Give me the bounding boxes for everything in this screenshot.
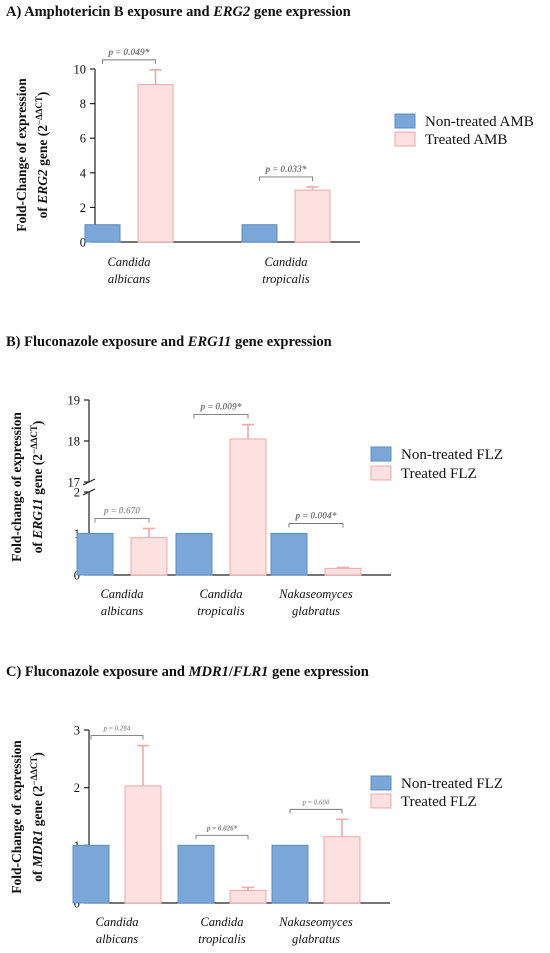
panel-c-title-sep: /	[228, 664, 233, 680]
panel-a-category-label: Candida	[264, 255, 307, 269]
panel-c-title-gene1: MDR1	[188, 664, 229, 680]
panel-b-bar	[229, 438, 267, 576]
panel-c-category-label: glabratus	[292, 932, 340, 946]
panel-c-y-tick-label: 0	[74, 897, 80, 911]
panel-b-title-suffix: gene expression	[231, 334, 332, 350]
panel-b-bar	[130, 537, 168, 576]
panel-a-pvalue-bracket	[102, 59, 156, 64]
panel-a-y-axis-label-line1: Fold-Change of expression	[14, 78, 29, 232]
panel-b-y-tick-label: 19	[68, 394, 81, 408]
panel-a-legend-label: Non-treated AMB	[425, 114, 534, 130]
panel-c-category-label: albicans	[96, 932, 138, 946]
panel-b-category-label: Candida	[199, 587, 242, 601]
panel-b-category-label: Nakaseomyces	[278, 587, 353, 601]
panel-b-legend-label: Non-treated FLZ	[401, 447, 503, 463]
panel-a-y-tick-label: 6	[80, 132, 86, 146]
panel-b-legend-swatch	[370, 465, 392, 481]
panel-b-axis-break-mark	[82, 488, 96, 496]
panel-c-bar	[124, 785, 162, 904]
panel-a-pvalue-label: p = 0.049*	[107, 47, 149, 58]
panel-b-pvalue-bracket	[288, 523, 344, 528]
panel-b-y-tick-label: 17	[68, 476, 81, 490]
panel-c-bar	[72, 844, 110, 904]
panel-a-y-axis-label-line2: of ERG2 gene (2−ΔΔCT)	[34, 92, 50, 219]
panel-a-bar	[241, 224, 278, 243]
panel-c-category-label: Candida	[95, 915, 138, 929]
panel-b-y-axis-label-line2: of ERG11 gene (2−ΔΔCT)	[29, 421, 45, 554]
panel-a-legend-swatch	[394, 131, 416, 147]
panel-a-pvalue-bracket	[259, 176, 313, 181]
panel-c-pvalue-label: p = 0.026*	[206, 824, 238, 832]
panel-c-pvalue-bracket	[90, 735, 144, 740]
panel-c-bar	[177, 844, 215, 904]
panel-a-y-tick-label: 0	[80, 236, 86, 250]
panel-b-bar	[175, 533, 213, 576]
panel-c-title-prefix: C) Fluconazole exposure and	[6, 664, 189, 680]
panel-b-pvalue-label: p = 0.009*	[199, 402, 241, 413]
panel-b-bar	[324, 567, 362, 576]
panel-c-title-gene2: FLR1	[232, 664, 269, 680]
panel-c-pvalue-bracket	[289, 808, 343, 814]
panel-b-legend-label: Treated FLZ	[401, 466, 477, 482]
panel-c-bar	[271, 844, 309, 904]
panel-a-category-label: Candida	[107, 255, 150, 269]
panel-b-y-tick-label: 18	[68, 435, 81, 449]
panel-a-title-gene: ERG2	[213, 4, 251, 20]
panel-c-bar	[229, 889, 267, 904]
panel-c-pvalue-label: p = 0.600	[302, 798, 330, 806]
panel-b-title: B) Fluconazole exposure and ERG11 gene e…	[6, 334, 332, 351]
panel-c-legend-label: Treated FLZ	[401, 794, 477, 810]
panel-a-pvalue-label: p = 0.033*	[264, 164, 306, 175]
panel-a-title-suffix: gene expression	[250, 4, 351, 20]
panel-a-y-tick-label: 2	[80, 201, 86, 215]
panel-a-legend-swatch	[394, 113, 416, 129]
panel-b-pvalue-bracket	[94, 518, 150, 523]
panel-c-category-label: Nakaseomyces	[278, 915, 353, 929]
panel-c-y-axis-label-line1: Fold-Change of expression	[9, 740, 24, 894]
panel-b-y-tick-label: 2	[74, 486, 80, 500]
panel-c-y-axis-label-line2: of MDR1 gene (2−ΔΔCT)	[29, 752, 45, 882]
panel-a-bar	[137, 84, 174, 243]
panel-a-bar	[294, 189, 331, 243]
panel-c-bar	[323, 836, 361, 904]
panel-b-title-gene: ERG11	[187, 334, 232, 350]
panel-a-bar	[84, 224, 121, 243]
panel-a-legend-label: Treated AMB	[425, 132, 507, 148]
panel-b-category-label: tropicalis	[197, 604, 245, 618]
panel-a-y-tick-label: 8	[80, 97, 86, 111]
panel-b-bar	[270, 533, 308, 576]
panel-c-pvalue-bracket	[195, 834, 249, 840]
panel-a-category-label: albicans	[108, 272, 150, 286]
panel-b-bar	[76, 533, 114, 576]
panel-b-y-axis-label-line1: Fold-change of expression	[9, 412, 24, 562]
panel-b-pvalue-label: p = 0.670	[103, 507, 141, 517]
panel-b-category-label: glabratus	[292, 604, 340, 618]
panel-c-title: C) Fluconazole exposure and MDR1/FLR1 ge…	[6, 664, 369, 681]
panel-b-legend-swatch	[370, 446, 392, 462]
panel-c-category-label: Candida	[200, 915, 243, 929]
panel-c-legend-swatch	[370, 793, 392, 809]
panel-b-title-prefix: B) Fluconazole exposure and	[6, 334, 188, 350]
panel-c-legend-label: Non-treated FLZ	[401, 776, 503, 792]
panel-c-title-suffix: gene expression	[268, 664, 369, 680]
panel-c-legend-swatch	[370, 775, 392, 791]
panel-b-category-label: albicans	[101, 604, 143, 618]
panel-b-axis-break-mark	[82, 478, 96, 486]
panel-b-pvalue-bracket	[193, 414, 249, 419]
panel-c-y-tick-label: 2	[74, 781, 80, 795]
panel-b-category-label: Candida	[100, 587, 143, 601]
panel-a-y-tick-label: 4	[80, 166, 87, 180]
panel-c-category-label: tropicalis	[198, 932, 246, 946]
panel-c-y-tick-label: 3	[74, 724, 80, 738]
panel-c-pvalue-label: p = 0.284	[103, 725, 131, 733]
panel-a-category-label: tropicalis	[262, 272, 310, 286]
panel-b-pvalue-label: p = 0.004*	[294, 511, 336, 522]
panel-a-title-prefix: A) Amphotericin B exposure and	[6, 4, 214, 20]
panel-a-title: A) Amphotericin B exposure and ERG2 gene…	[6, 4, 351, 21]
panel-a-y-tick-label: 10	[74, 63, 87, 77]
